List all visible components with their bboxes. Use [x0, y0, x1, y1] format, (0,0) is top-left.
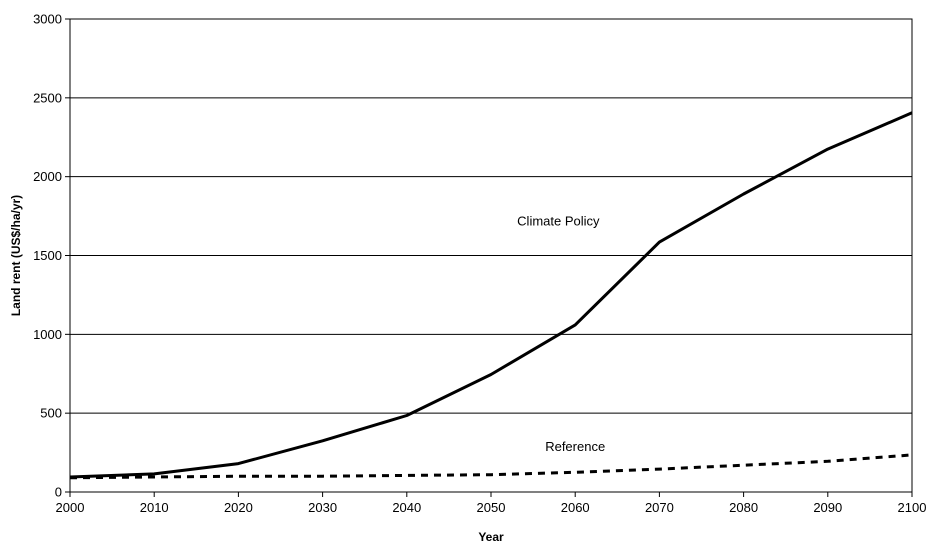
series-line-climate-policy	[69, 111, 913, 479]
x-tick-label: 2050	[477, 500, 506, 515]
x-axis-title: Year	[478, 530, 504, 544]
x-tick-label: 2090	[813, 500, 842, 515]
annotations: Climate Policy Reference	[517, 214, 605, 454]
y-tick-label: 2500	[33, 90, 62, 105]
y-tick-label: 500	[40, 406, 62, 421]
y-tick-label: 0	[55, 485, 62, 500]
y-tick-label: 3000	[33, 12, 62, 27]
x-tick-label: 2100	[898, 500, 927, 515]
x-tick-label: 2010	[140, 500, 169, 515]
y-tick-label: 1000	[33, 327, 62, 342]
x-tick-label: 2060	[561, 500, 590, 515]
y-axis-ticks: 0 500 1000 1500 2000 2500 3000	[33, 12, 70, 500]
x-tick-label: 2020	[224, 500, 253, 515]
series-lines	[69, 111, 913, 480]
annotation-label: Climate Policy	[517, 214, 600, 229]
plot-area	[69, 18, 913, 493]
x-tick-label: 2000	[56, 500, 85, 515]
y-tick-label: 1500	[33, 248, 62, 263]
annotation-label: Reference	[545, 439, 605, 454]
x-tick-label: 2070	[645, 500, 674, 515]
x-tick-label: 2040	[392, 500, 421, 515]
grid-lines	[70, 97, 912, 414]
series-line-reference	[69, 453, 913, 480]
x-tick-label: 2080	[729, 500, 758, 515]
x-tick-label: 2030	[308, 500, 337, 515]
y-axis-title: Land rent (US$/ha/yr)	[9, 195, 23, 316]
x-axis-ticks: 2000 2010 2020 2030 2040 2050 2060 2070 2080 2090…	[56, 492, 927, 515]
y-tick-label: 2000	[33, 169, 62, 184]
